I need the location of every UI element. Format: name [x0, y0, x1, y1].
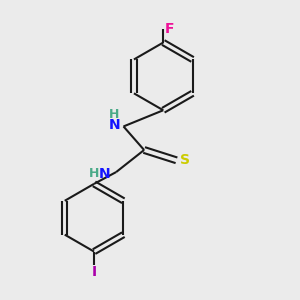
Text: H: H	[89, 167, 99, 180]
Text: H: H	[109, 108, 119, 121]
Text: S: S	[180, 153, 190, 167]
Text: N: N	[108, 118, 120, 132]
Text: I: I	[92, 265, 97, 279]
Text: N: N	[99, 167, 111, 181]
Text: F: F	[165, 22, 175, 36]
